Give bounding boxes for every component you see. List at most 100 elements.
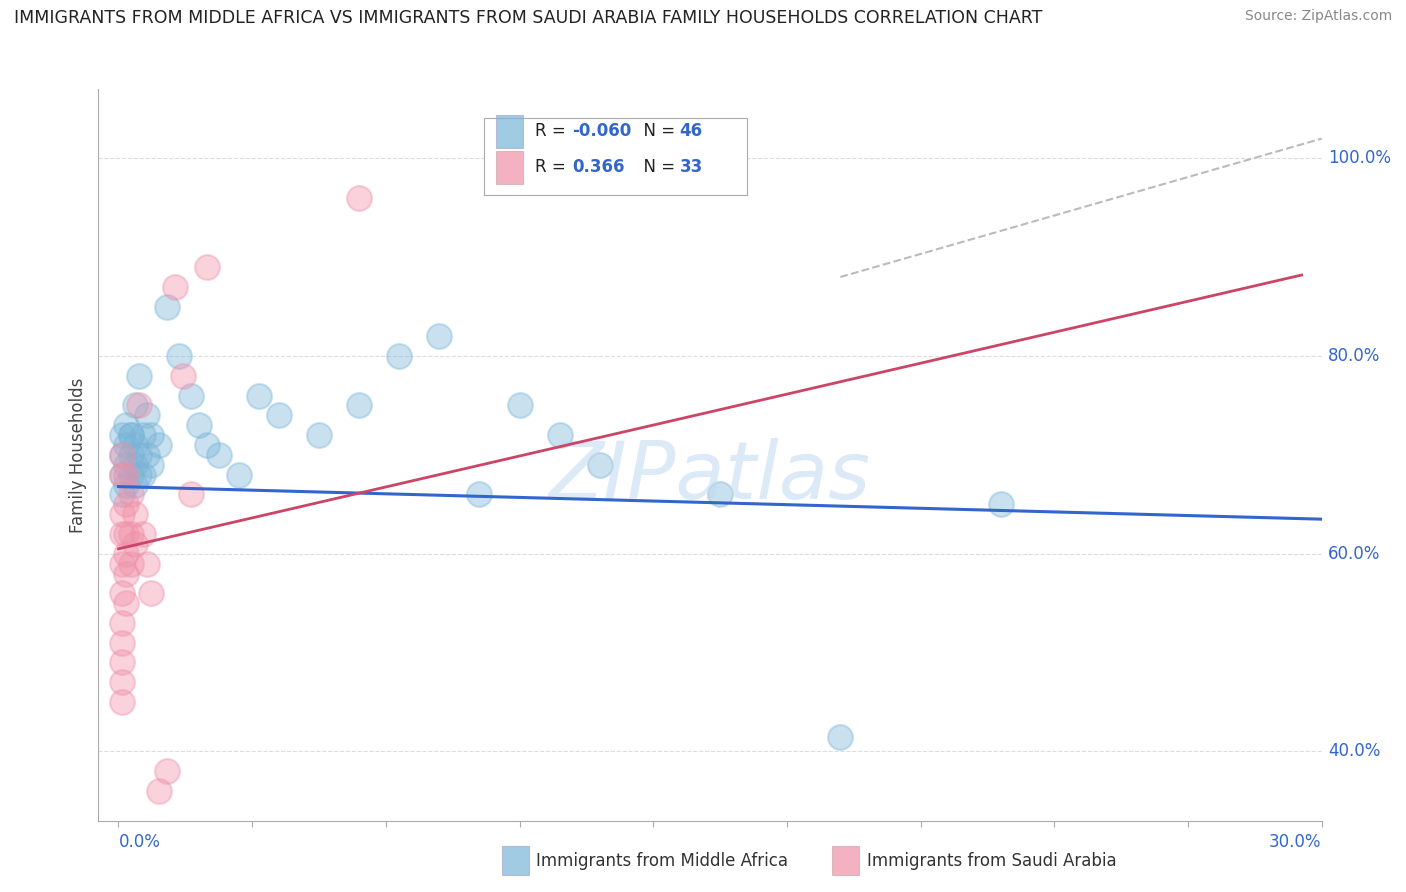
Point [180,487,202,501]
Point [247,389,270,403]
Text: 40.0%: 40.0% [1327,742,1381,761]
Text: N =: N = [633,158,681,177]
Text: 0.0%: 0.0% [118,832,160,850]
Point [115,438,138,452]
Text: R =: R = [536,158,576,177]
Point [124,507,146,521]
Point [111,467,134,482]
Bar [496,115,523,148]
Point [124,438,146,452]
Point [120,557,142,571]
Point [111,527,134,541]
Bar [832,847,859,876]
Point [172,368,194,383]
Point [195,260,218,274]
Text: 33: 33 [679,158,703,177]
Point [115,527,138,541]
Point [111,615,134,630]
Text: Immigrants from Saudi Arabia: Immigrants from Saudi Arabia [866,852,1116,870]
Point [120,428,142,442]
Point [111,557,134,571]
Point [128,368,150,383]
Text: Source: ZipAtlas.com: Source: ZipAtlas.com [1244,9,1392,23]
Point [139,428,162,442]
Point [120,467,142,482]
Text: 60.0%: 60.0% [1327,545,1381,563]
Point [131,527,153,541]
Point [135,409,157,423]
Point [148,784,170,798]
Point [139,458,162,472]
Point [111,428,134,442]
Point [990,497,1012,511]
Point [111,507,134,521]
Bar [502,847,529,876]
Point [111,448,134,462]
Point [208,448,231,462]
Point [120,487,142,501]
Point [548,428,571,442]
Point [124,399,146,413]
Point [167,349,190,363]
Point [115,458,138,472]
Point [115,497,138,511]
Text: N =: N = [633,122,681,140]
Y-axis label: Family Households: Family Households [69,377,87,533]
Point [228,467,250,482]
Point [115,547,138,561]
Point [111,448,134,462]
Point [115,467,138,482]
Text: ZIPatlas: ZIPatlas [548,438,872,516]
Point [128,399,150,413]
Point [124,477,146,491]
Point [111,675,134,690]
Point [111,467,134,482]
Point [589,458,612,472]
Point [124,458,146,472]
Point [131,428,153,442]
Text: 80.0%: 80.0% [1327,347,1381,365]
Point [111,656,134,670]
Point [347,399,370,413]
Point [163,280,186,294]
Text: 100.0%: 100.0% [1327,149,1391,168]
Point [131,467,153,482]
Text: 0.366: 0.366 [572,158,624,177]
Point [427,329,450,343]
Text: -0.060: -0.060 [572,122,631,140]
Point [120,527,142,541]
Text: 46: 46 [679,122,703,140]
Point [267,409,290,423]
Point [111,695,134,709]
Point [111,487,134,501]
Point [155,764,177,779]
Bar [496,151,523,184]
Point [509,399,531,413]
Point [388,349,411,363]
Point [120,428,142,442]
Point [115,477,138,491]
Point [139,586,162,600]
Point [135,557,157,571]
Point [155,300,177,314]
Point [124,537,146,551]
Point [128,448,150,462]
Point [120,448,142,462]
Point [115,596,138,610]
Point [468,487,491,501]
Point [709,487,731,501]
Point [830,730,852,744]
FancyBboxPatch shape [484,119,747,195]
Point [111,586,134,600]
Point [111,636,134,650]
Point [115,566,138,581]
Text: 30.0%: 30.0% [1270,832,1322,850]
Point [135,448,157,462]
Point [148,438,170,452]
Point [180,389,202,403]
Point [128,467,150,482]
Point [308,428,330,442]
Text: Immigrants from Middle Africa: Immigrants from Middle Africa [536,852,789,870]
Point [115,418,138,433]
Point [187,418,209,433]
